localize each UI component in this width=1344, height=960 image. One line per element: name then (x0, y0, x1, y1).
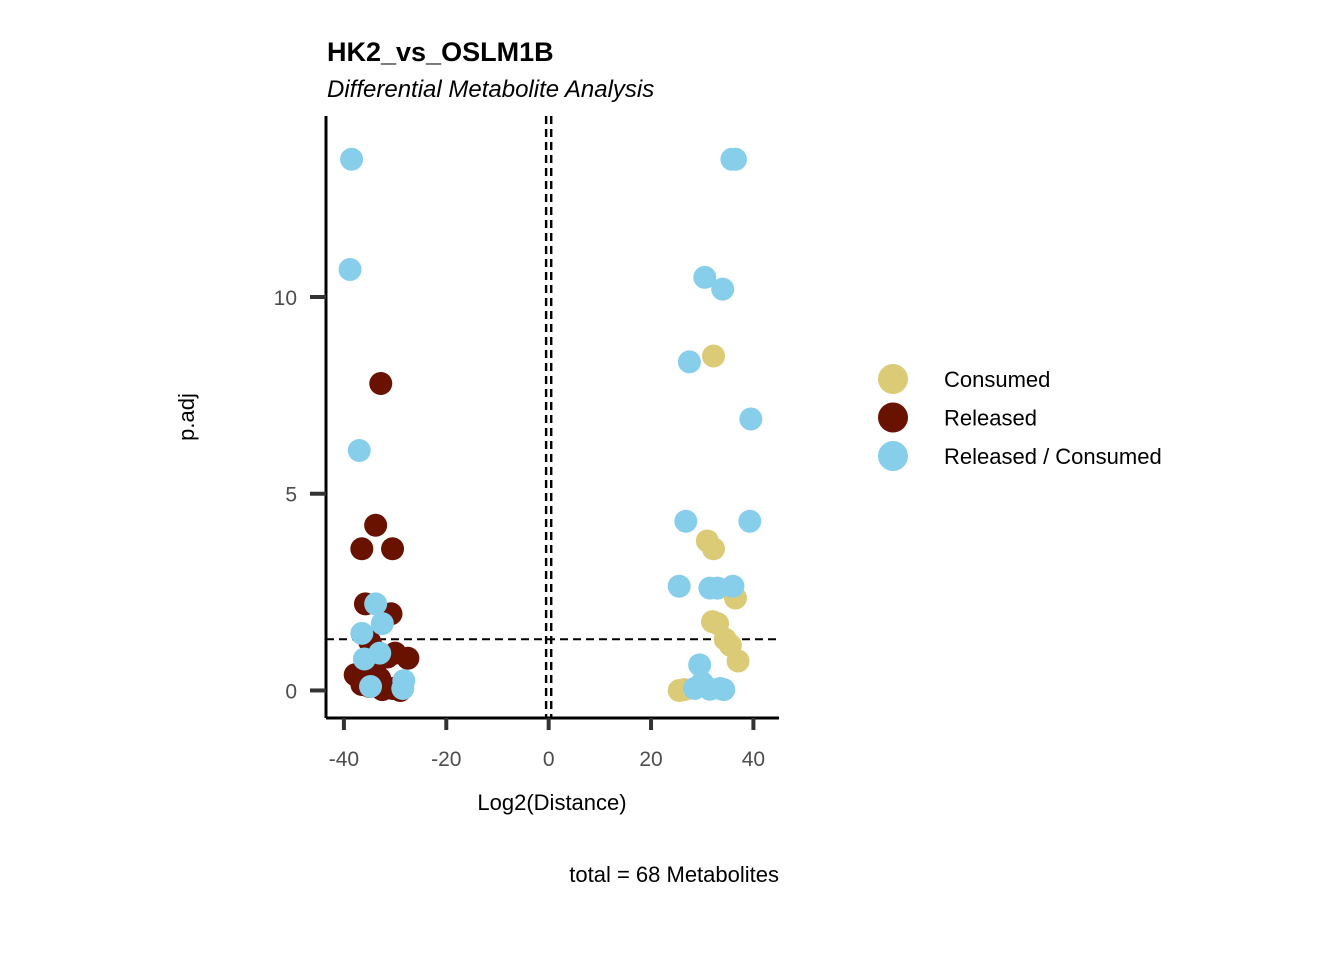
reference-lines (326, 116, 779, 718)
y-axis-title: p.adj (174, 393, 199, 441)
legend: Consumed Released Released / Consumed (878, 364, 1162, 471)
point-released-consumed (674, 509, 698, 533)
point-released-consumed (667, 574, 691, 598)
point-released-consumed (688, 653, 712, 677)
chart-subtitle: Differential Metabolite Analysis (327, 76, 654, 103)
point-released-consumed (338, 257, 362, 281)
point-released (396, 646, 420, 670)
point-released-consumed (340, 147, 364, 171)
x-tick-label: -20 (431, 748, 461, 771)
x-tick-label: 0 (543, 748, 555, 771)
legend-label-released: Released (944, 406, 1037, 431)
point-released (364, 513, 388, 537)
y-tick-label: 5 (285, 484, 297, 507)
point-released-consumed (739, 407, 763, 431)
y-tick-label: 0 (285, 680, 297, 703)
point-released-consumed (738, 509, 762, 533)
x-axis-ticks: -40 -20 0 20 40 (329, 718, 765, 771)
x-tick-label: 20 (639, 748, 662, 771)
x-axis-title: Log2(Distance) (477, 790, 626, 815)
point-released-consumed (391, 676, 415, 700)
y-tick-label: 10 (274, 287, 297, 310)
point-released-consumed (364, 592, 388, 616)
point-consumed (726, 649, 750, 673)
x-tick-label: -40 (329, 748, 359, 771)
point-released-consumed (690, 671, 714, 695)
point-consumed (701, 344, 725, 368)
point-released-consumed (721, 574, 745, 598)
caption: total = 68 Metabolites (569, 862, 779, 887)
point-released (381, 537, 405, 561)
point-released (369, 372, 393, 396)
legend-key-released (878, 402, 908, 433)
point-released-consumed (677, 350, 701, 374)
x-tick-label: 40 (742, 748, 765, 771)
point-consumed (701, 537, 725, 561)
point-released-consumed (712, 678, 736, 702)
chart-title: HK2_vs_OSLM1B (327, 37, 554, 67)
point-released-consumed (350, 621, 374, 645)
legend-key-released-consumed (878, 441, 908, 471)
point-released-consumed (711, 277, 735, 301)
point-released-consumed (352, 647, 376, 671)
y-axis-ticks: 0 5 10 (274, 287, 326, 703)
legend-key-consumed (878, 364, 908, 394)
legend-label-released-consumed: Released / Consumed (944, 444, 1162, 469)
point-released-consumed (370, 612, 394, 636)
point-released-consumed (693, 265, 717, 289)
point-released-consumed (347, 438, 371, 462)
legend-label-consumed: Consumed (944, 367, 1050, 392)
point-released-consumed (723, 147, 747, 171)
data-points (338, 147, 763, 702)
point-released (350, 537, 374, 561)
point-released-consumed (359, 675, 383, 699)
